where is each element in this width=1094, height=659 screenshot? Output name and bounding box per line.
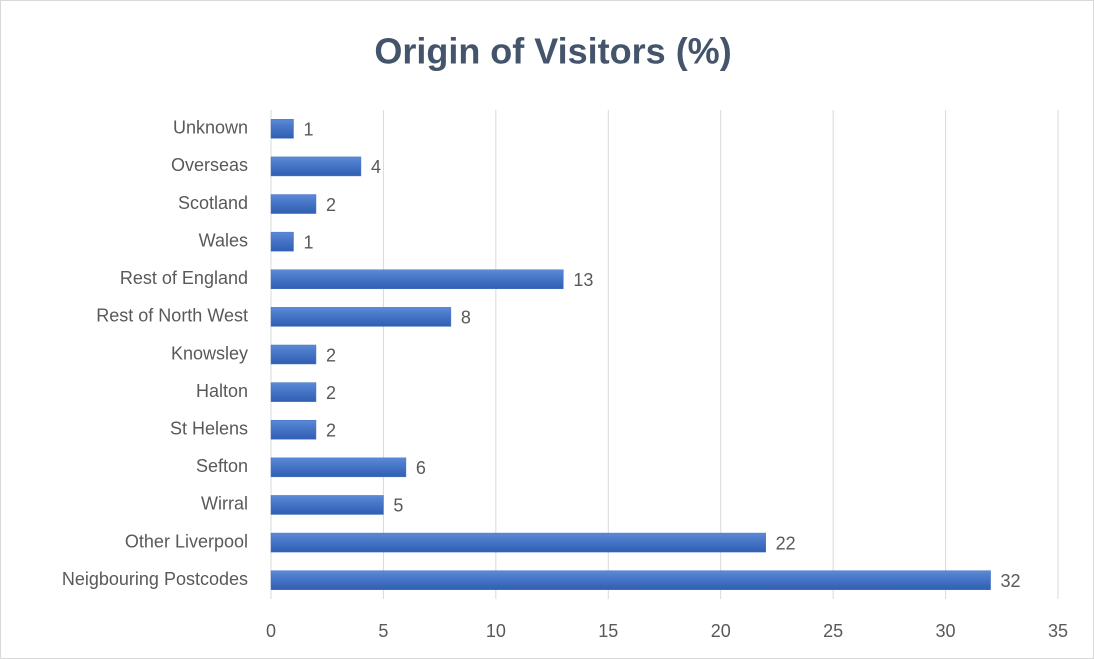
x-tick-label: 0 [266, 621, 276, 641]
y-tick-label: Wirral [201, 494, 248, 514]
data-label: 1 [303, 120, 313, 140]
bar [270, 231, 294, 252]
x-tick-label: 30 [936, 621, 956, 641]
y-tick-label: Overseas [171, 155, 248, 175]
bar [270, 344, 317, 365]
data-label: 2 [326, 383, 336, 403]
y-tick-label: Wales [199, 230, 248, 250]
x-tick-label: 20 [711, 621, 731, 641]
bar [270, 495, 384, 515]
data-label: 32 [1001, 571, 1021, 591]
x-tick-label: 35 [1048, 621, 1068, 641]
bar [270, 194, 317, 214]
bar [270, 156, 362, 177]
x-tick-label: 5 [378, 621, 388, 641]
data-label: 6 [416, 458, 426, 478]
bar [270, 119, 294, 139]
x-tick-label: 15 [598, 621, 618, 641]
bar [270, 532, 766, 553]
data-label: 8 [461, 308, 471, 328]
data-label: 2 [326, 420, 336, 440]
data-label: 22 [776, 533, 796, 553]
data-label: 1 [303, 232, 313, 252]
y-tick-label: Sefton [196, 456, 248, 476]
y-tick-label: Other Liverpool [125, 531, 248, 551]
bar [270, 457, 407, 478]
data-label: 4 [371, 157, 381, 177]
y-tick-label: Neigbouring Postcodes [62, 569, 248, 589]
y-tick-label: Knowsley [171, 343, 248, 363]
y-tick-label: Scotland [178, 193, 248, 213]
x-tick-label: 10 [486, 621, 506, 641]
data-label: 2 [326, 195, 336, 215]
data-label: 5 [393, 496, 403, 516]
bar [270, 570, 991, 590]
y-tick-label: Rest of England [120, 268, 248, 288]
bar [270, 269, 564, 290]
data-label: 13 [573, 270, 593, 290]
y-tick-label: Rest of North West [96, 306, 248, 326]
data-label: 2 [326, 345, 336, 365]
bar [270, 419, 317, 440]
y-tick-label: Halton [196, 381, 248, 401]
bar [270, 382, 317, 402]
y-tick-label: Unknown [173, 118, 248, 138]
bar [270, 307, 452, 327]
chart-title: Origin of Visitors (%) [374, 31, 731, 72]
y-tick-label: St Helens [170, 418, 248, 438]
x-tick-label: 25 [823, 621, 843, 641]
